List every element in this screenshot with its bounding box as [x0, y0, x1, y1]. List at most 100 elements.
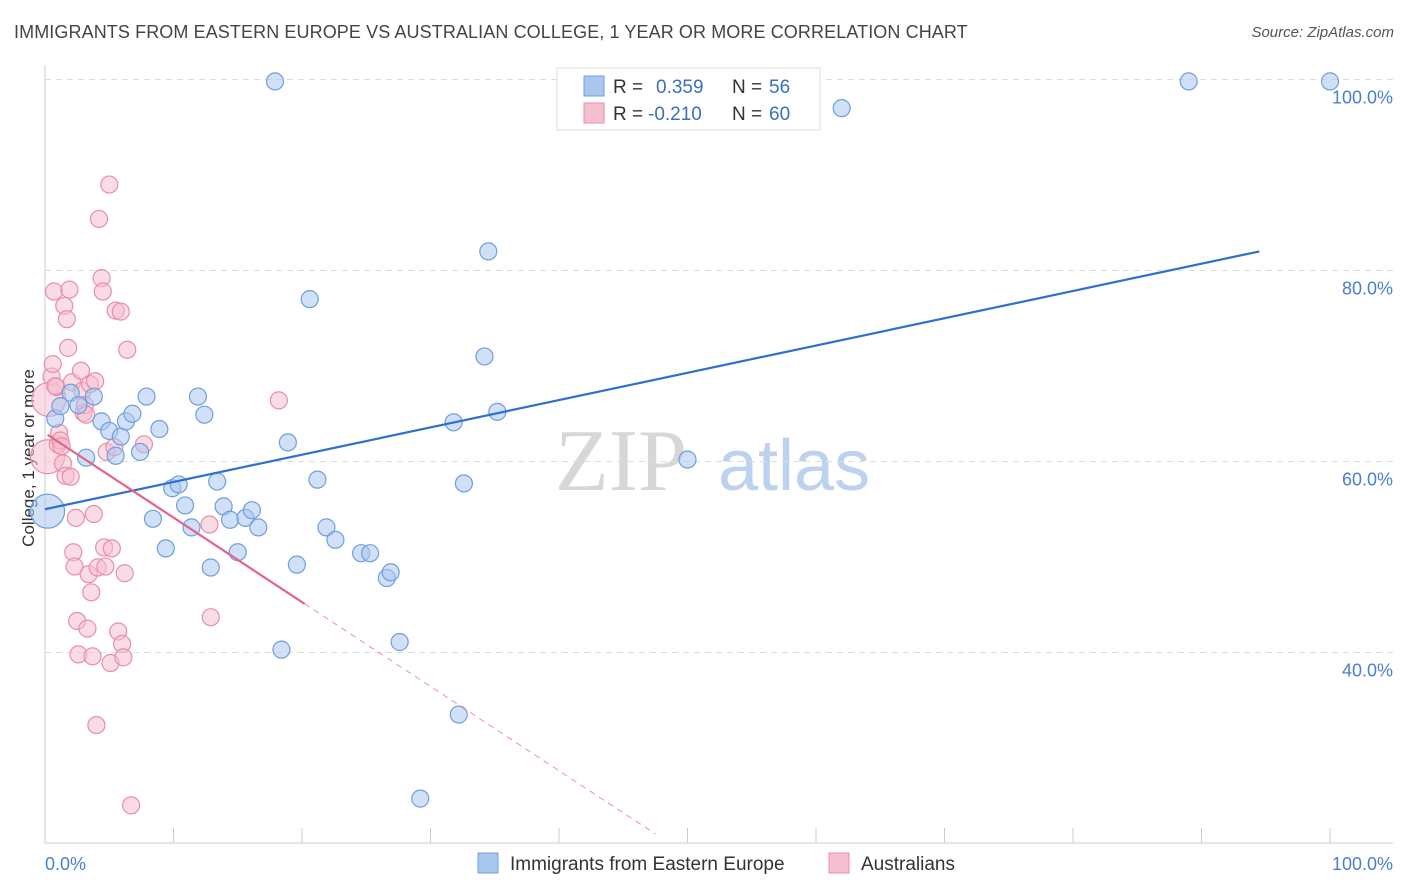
legend-n-value-blue: 56 — [769, 77, 790, 98]
point-eastern-europe — [150, 419, 169, 439]
point-eastern-europe — [265, 72, 285, 91]
series-legend: Immigrants from Eastern Europe Australia… — [477, 852, 955, 875]
trend-lines — [44, 250, 1260, 835]
point-australians — [111, 302, 130, 321]
point-eastern-europe — [1179, 72, 1198, 91]
point-australians — [100, 175, 119, 194]
point-australians — [87, 715, 106, 735]
point-australians — [201, 608, 220, 627]
point-eastern-europe — [156, 539, 175, 558]
point-eastern-europe — [195, 405, 214, 424]
point-eastern-europe — [454, 474, 474, 493]
stats-legend: R = 0.359 N = 56 R = -0.210 N = 60 — [556, 67, 821, 131]
y-tick-label: 40.0% — [1342, 661, 1393, 681]
point-eastern-europe — [29, 493, 66, 529]
point-australians — [269, 391, 288, 410]
point-australians — [57, 310, 76, 329]
point-eastern-europe — [84, 387, 103, 406]
point-eastern-europe — [249, 518, 268, 537]
point-eastern-europe — [143, 509, 163, 528]
legend-r-label-pink: R = — [613, 104, 643, 125]
legend-n-label-blue: N = — [732, 77, 762, 98]
point-eastern-europe — [411, 789, 430, 808]
series-australians — [29, 175, 288, 815]
point-australians — [200, 515, 219, 534]
point-australians — [78, 619, 97, 638]
chart-source: Source: ZipAtlas.com — [1251, 24, 1394, 41]
y-tick-labels: 40.0% 60.0% 80.0% 100.0% — [1332, 88, 1393, 681]
point-australians — [83, 647, 102, 666]
point-australians — [114, 648, 133, 667]
point-australians — [43, 354, 62, 374]
y-tick-label: 60.0% — [1342, 470, 1393, 490]
point-eastern-europe — [381, 563, 400, 582]
legend-swatch-blue — [583, 75, 605, 97]
point-eastern-europe — [201, 558, 220, 577]
point-australians — [115, 564, 134, 583]
bottom-legend-swatch-pink — [828, 852, 850, 874]
point-eastern-europe — [475, 347, 494, 366]
point-eastern-europe — [137, 387, 156, 406]
point-eastern-europe — [308, 470, 327, 489]
point-eastern-europe — [106, 446, 125, 465]
legend-swatch-pink — [583, 102, 605, 124]
point-australians — [89, 209, 109, 229]
point-australians — [60, 280, 79, 299]
point-eastern-europe — [175, 496, 195, 515]
point-australians — [118, 340, 137, 359]
y-tick-label: 100.0% — [1332, 88, 1393, 108]
point-eastern-europe — [317, 518, 336, 537]
point-australians — [93, 282, 112, 301]
point-australians — [46, 376, 65, 396]
point-eastern-europe — [169, 475, 188, 494]
point-eastern-europe — [123, 404, 142, 423]
x-tick-label: 100.0% — [1332, 854, 1393, 874]
point-australians — [96, 557, 115, 576]
trend-line-eastern-europe — [44, 250, 1260, 511]
point-eastern-europe — [111, 427, 130, 446]
point-australians — [66, 508, 85, 527]
point-australians — [86, 372, 105, 391]
point-eastern-europe — [208, 472, 227, 491]
point-australians — [82, 583, 101, 602]
bottom-legend-label-pink: Australians — [861, 854, 955, 875]
point-australians — [44, 282, 64, 301]
point-eastern-europe — [272, 640, 291, 659]
point-australians — [84, 504, 103, 524]
bottom-legend-swatch-blue — [477, 852, 499, 874]
legend-r-value-pink: -0.210 — [648, 104, 702, 125]
point-eastern-europe — [188, 387, 208, 406]
x-tick-label: 0.0% — [45, 854, 86, 874]
watermark-atlas: atlas — [718, 426, 870, 506]
legend-n-value-pink: 60 — [769, 104, 790, 125]
point-eastern-europe — [300, 290, 319, 309]
point-eastern-europe — [69, 396, 88, 415]
point-eastern-europe — [361, 544, 380, 563]
series-eastern-europe — [29, 72, 1340, 808]
point-australians — [61, 467, 80, 486]
point-eastern-europe — [228, 543, 247, 562]
legend-r-label-blue: R = — [613, 77, 643, 98]
point-eastern-europe — [449, 705, 468, 724]
watermark: ZIP atlas — [555, 413, 870, 510]
point-eastern-europe — [220, 510, 240, 529]
point-eastern-europe — [287, 555, 306, 574]
chart-title: IMMIGRANTS FROM EASTERN EUROPE VS AUSTRA… — [14, 22, 968, 42]
point-australians — [71, 361, 91, 380]
legend-n-label-pink: N = — [732, 104, 762, 125]
point-eastern-europe — [390, 632, 409, 652]
x-tick-labels: 0.0% 100.0% — [45, 854, 1393, 874]
point-australians — [65, 557, 84, 576]
point-australians — [121, 796, 141, 815]
point-australians — [102, 539, 121, 558]
point-eastern-europe — [51, 397, 70, 416]
point-eastern-europe — [678, 450, 697, 469]
point-eastern-europe — [130, 442, 150, 462]
point-eastern-europe — [278, 433, 297, 452]
point-eastern-europe — [1320, 72, 1340, 91]
point-eastern-europe — [326, 530, 345, 549]
trend-line-australians-extrapolated — [304, 603, 656, 835]
point-eastern-europe — [242, 501, 261, 520]
point-eastern-europe — [832, 99, 851, 118]
